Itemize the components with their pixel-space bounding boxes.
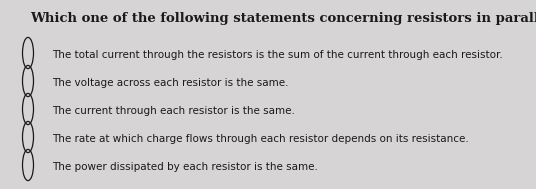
Text: The rate at which charge flows through each resistor depends on its resistance.: The rate at which charge flows through e…: [52, 134, 469, 144]
Text: The voltage across each resistor is the same.: The voltage across each resistor is the …: [52, 78, 288, 88]
Text: The total current through the resistors is the sum of the current through each r: The total current through the resistors …: [52, 50, 503, 60]
Text: The current through each resistor is the same.: The current through each resistor is the…: [52, 106, 295, 116]
Text: Which one of the following statements concerning resistors in parallel is true?: Which one of the following statements co…: [30, 12, 536, 25]
Text: The power dissipated by each resistor is the same.: The power dissipated by each resistor is…: [52, 162, 318, 172]
